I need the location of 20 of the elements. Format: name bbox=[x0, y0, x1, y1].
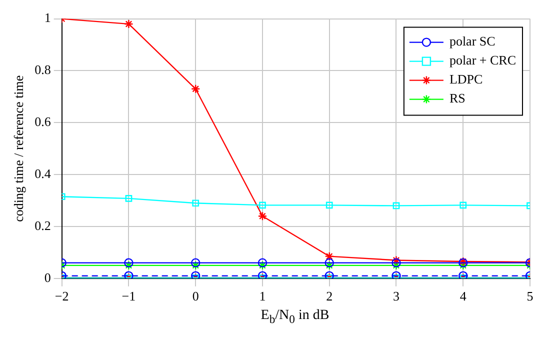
x-tick-label: −2 bbox=[54, 288, 69, 304]
y-axis-title: coding time / reference time bbox=[11, 75, 26, 222]
x-tick-label: 4 bbox=[460, 288, 467, 304]
legend-label: LDPC bbox=[449, 72, 483, 87]
y-tick-label: 0.2 bbox=[34, 218, 51, 233]
x-tick-label: −1 bbox=[122, 288, 136, 304]
x-tick-label: 1 bbox=[259, 288, 266, 304]
legend-label: polar SC bbox=[449, 34, 496, 49]
y-tick-label: 0.4 bbox=[34, 166, 52, 181]
y-tick-label: 0 bbox=[44, 270, 51, 285]
y-tick-label: 1 bbox=[44, 10, 51, 26]
x-tick-label: 5 bbox=[526, 288, 534, 304]
legend-label: RS bbox=[449, 90, 466, 106]
x-tick-label: 2 bbox=[326, 288, 333, 304]
x-tick-label: 3 bbox=[392, 288, 400, 304]
legend-label: polar + CRC bbox=[449, 52, 516, 68]
y-tick-label: 0.6 bbox=[34, 114, 52, 130]
x-axis-title: E$_{b}$/N$_{0}$ in dB bbox=[260, 308, 330, 326]
y-tick-label: 0.8 bbox=[34, 62, 51, 78]
x-tick-label: 0 bbox=[192, 288, 199, 304]
